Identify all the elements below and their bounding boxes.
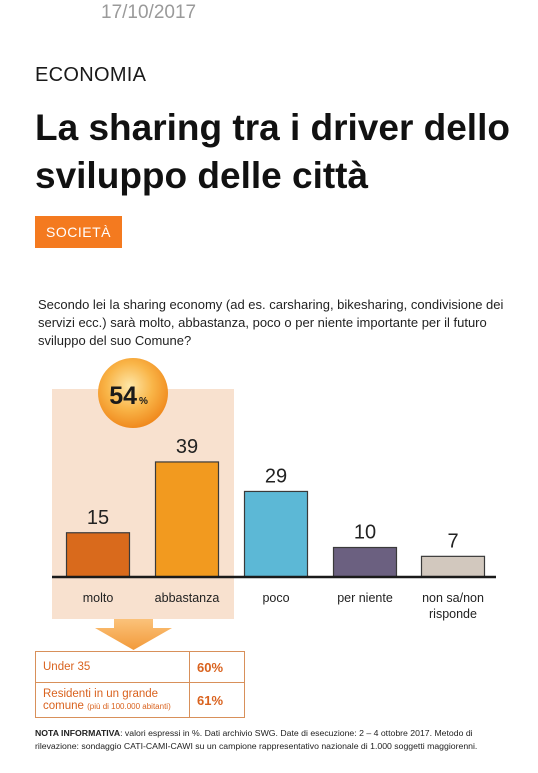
subgroup-note: (più di 100.000 abitanti)	[87, 702, 171, 711]
bar-1	[154, 461, 220, 578]
category-label: molto	[83, 591, 114, 605]
bar-4	[420, 555, 486, 578]
bar-0	[65, 532, 131, 578]
category-label: per niente	[337, 591, 393, 605]
table-row: Under 35 60%	[35, 651, 245, 683]
bar-2	[243, 490, 309, 578]
category-label: abbastanza	[155, 591, 220, 605]
subgroup-value: 60%	[189, 651, 245, 683]
chart-question: Secondo lei la sharing economy (ad es. c…	[38, 297, 504, 348]
subgroup-value: 61%	[189, 682, 245, 718]
section-label[interactable]: ECONOMIA	[35, 64, 147, 86]
bar-value-label: 15	[87, 507, 109, 529]
bar-value-label: 10	[354, 522, 376, 544]
total-badge-unit: %	[139, 396, 148, 407]
bar-3	[332, 546, 398, 578]
page-title: La sharing tra i driver dello sviluppo d…	[35, 107, 510, 196]
article-date: 17/10/2017	[101, 2, 197, 23]
total-badge	[98, 358, 168, 428]
bar-value-label: 39	[176, 436, 198, 458]
bar-value-label: 29	[265, 465, 287, 487]
total-badge-value: 54	[109, 382, 137, 410]
footnote: NOTA INFORMATIVA: valori espressi in %. …	[35, 727, 510, 753]
footnote-text: : valori espressi in %. Dati archivio SW…	[35, 728, 478, 751]
table-row: Residenti in un grande comune (più di 10…	[36, 682, 245, 718]
category-label: poco	[262, 591, 289, 605]
down-arrow	[95, 619, 172, 650]
subgroup-label: Residenti in un grande comune (più di 10…	[43, 688, 171, 712]
subgroup-table: Under 35 60% Residenti in un grande comu…	[35, 651, 245, 718]
category-label: non sa/non risponde	[422, 591, 484, 621]
subgroup-label: Under 35	[35, 651, 190, 683]
bar-value-label: 7	[447, 530, 458, 552]
footnote-label: NOTA INFORMATIVA	[35, 728, 121, 738]
category-tag[interactable]: SOCIETÀ	[35, 216, 122, 248]
